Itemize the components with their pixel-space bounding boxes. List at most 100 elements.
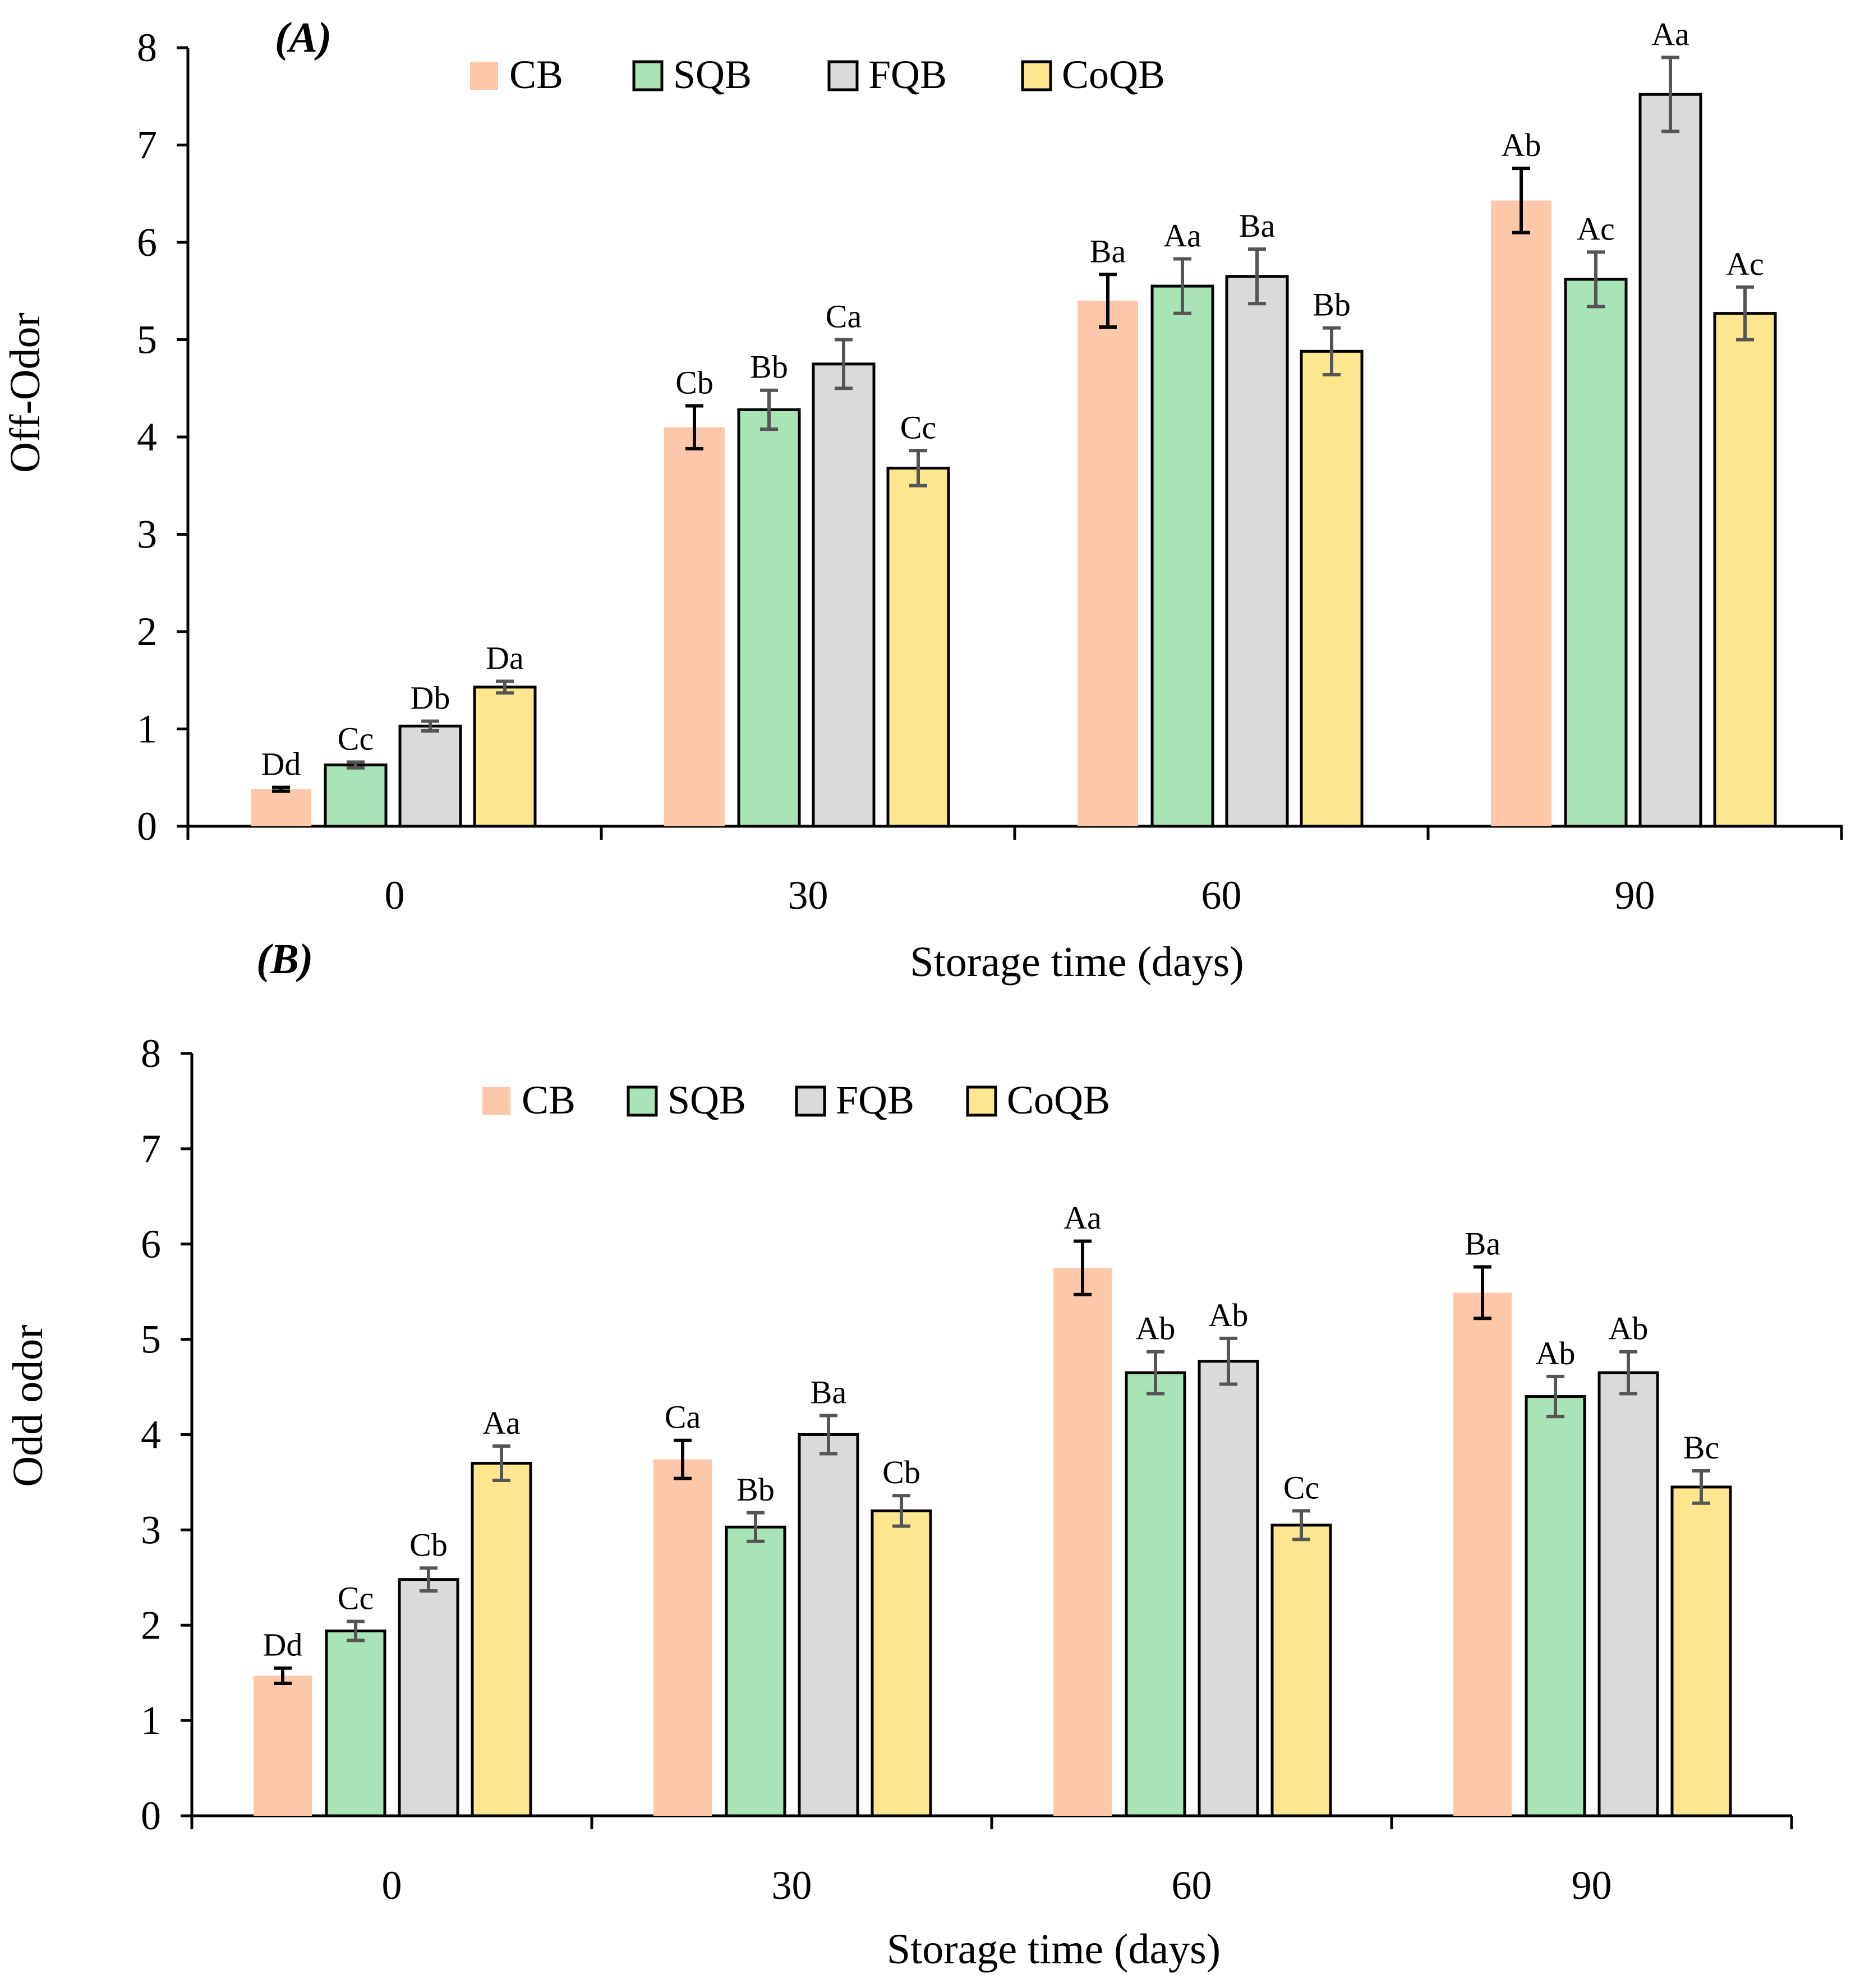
error-bar [1692,1469,1710,1505]
bar-sqb-90 [1564,278,1628,828]
panel-a: (A) 0 1 2 3 4 5 6 7 8 0 30 60 90 Storage time (days) Of… [2,14,1843,986]
x-tick-label: 30 [788,873,828,918]
error-bar [1619,1350,1637,1396]
bar-cb-0 [251,789,311,826]
legend-swatch-coqb [1021,60,1052,91]
error-bar [685,404,703,450]
bar-coqb-0 [473,685,537,828]
error-bar [274,1666,292,1685]
legend-swatch-sqb [627,1085,658,1117]
error-bar [496,679,514,695]
y-tick-label: 1 [137,707,157,752]
error-bar [1292,1509,1310,1541]
bar-sqb-90 [1525,1395,1586,1817]
panel-tag: (B) [256,936,313,983]
bar-sqb-60 [1150,284,1214,828]
error-bar [1219,1336,1237,1386]
significance-label: Ba [811,1374,846,1411]
significance-label: Cc [1283,1469,1319,1506]
legend-label: FQB [868,52,947,97]
bar-sqb-0 [324,763,388,828]
error-bar [1323,326,1341,376]
bar-fqb-30 [798,1433,859,1817]
bar-coqb-60 [1300,349,1364,828]
error-bar [420,1566,438,1593]
y-tick-label: 1 [141,1698,161,1743]
y-tick-label: 4 [141,1412,161,1457]
significance-label: Db [411,680,450,716]
y-tick-label: 0 [137,804,157,849]
significance-label: Bb [750,349,788,385]
error-bar [835,338,853,390]
significance-label: Cc [900,409,936,445]
bar-sqb-60 [1125,1371,1186,1817]
error-bar [492,1444,510,1483]
y-tick-label: 7 [137,123,157,168]
bar-fqb-0 [398,724,462,828]
significance-label: Cb [882,1454,920,1490]
y-tick-label: 6 [137,220,157,265]
y-axis-title: Odd odor [4,1324,52,1487]
x-axis-title: Storage time (days) [887,1926,1221,1973]
significance-label: Ba [1090,233,1126,269]
y-tick-label: 7 [141,1126,161,1171]
significance-label: Aa [1063,1200,1102,1236]
legend-swatch-fqb [795,1085,826,1117]
panel-tag: (A) [275,14,332,61]
error-bar [819,1414,837,1456]
x-tick-label: 30 [772,1863,812,1908]
error-bar [347,1619,365,1642]
x-tick-label: 0 [382,1863,402,1908]
significance-label: Ca [826,298,862,335]
bar-fqb-60 [1225,275,1289,828]
bar-sqb-0 [325,1629,386,1817]
error-bar [892,1494,910,1528]
error-bar [1546,1374,1564,1419]
x-axis-title: Storage time (days) [910,938,1244,986]
significance-label: Ab [1209,1297,1249,1333]
significance-label: Da [486,639,524,676]
bar-coqb-0 [471,1461,532,1817]
significance-label: Ab [1536,1335,1576,1372]
x-tick-label: 60 [1172,1863,1212,1908]
x-tick-label: 0 [385,873,405,918]
y-tick-label: 6 [141,1222,161,1267]
bar-fqb-90 [1638,93,1702,828]
bar-fqb-60 [1198,1360,1259,1817]
error-bar [1248,247,1266,306]
error-bar [1736,285,1754,342]
bar-coqb-90 [1713,312,1777,828]
error-bar [1173,257,1191,315]
significance-label: Dd [261,746,301,783]
bar-fqb-30 [812,362,876,828]
y-tick-label: 2 [137,609,157,654]
x-tick-label: 90 [1615,873,1655,918]
error-bar [909,449,927,487]
error-bar [421,719,439,733]
bar-cb-30 [664,427,725,826]
legend-label: FQB [836,1078,914,1122]
y-axis-title: Off-Odor [2,312,49,473]
error-bar [760,388,778,431]
legend-label: SQB [667,1078,746,1122]
legend-swatch-cb [470,62,498,90]
bar-cb-90 [1491,200,1551,826]
significance-label: Aa [1651,16,1689,52]
significance-label: Bc [1683,1429,1719,1466]
error-bar [1661,56,1679,134]
significance-label: Ab [1609,1310,1649,1347]
error-bar [674,1438,692,1480]
significance-label: Cc [338,720,374,757]
bar-sqb-30 [725,1525,786,1817]
y-tick-label: 8 [141,1031,161,1076]
error-bar [1587,250,1605,309]
bar-fqb-0 [398,1578,459,1817]
significance-label: Bb [1313,287,1351,323]
y-tick-label: 0 [141,1793,161,1838]
bar-sqb-30 [737,408,801,828]
bar-cb-90 [1453,1292,1512,1816]
panel-b: (B) 0 1 2 3 4 5 6 7 8 0 30 60 90 Storage time (days) Od… [4,936,1793,1973]
significance-label: Cc [338,1580,374,1616]
y-tick-label: 5 [137,317,157,362]
